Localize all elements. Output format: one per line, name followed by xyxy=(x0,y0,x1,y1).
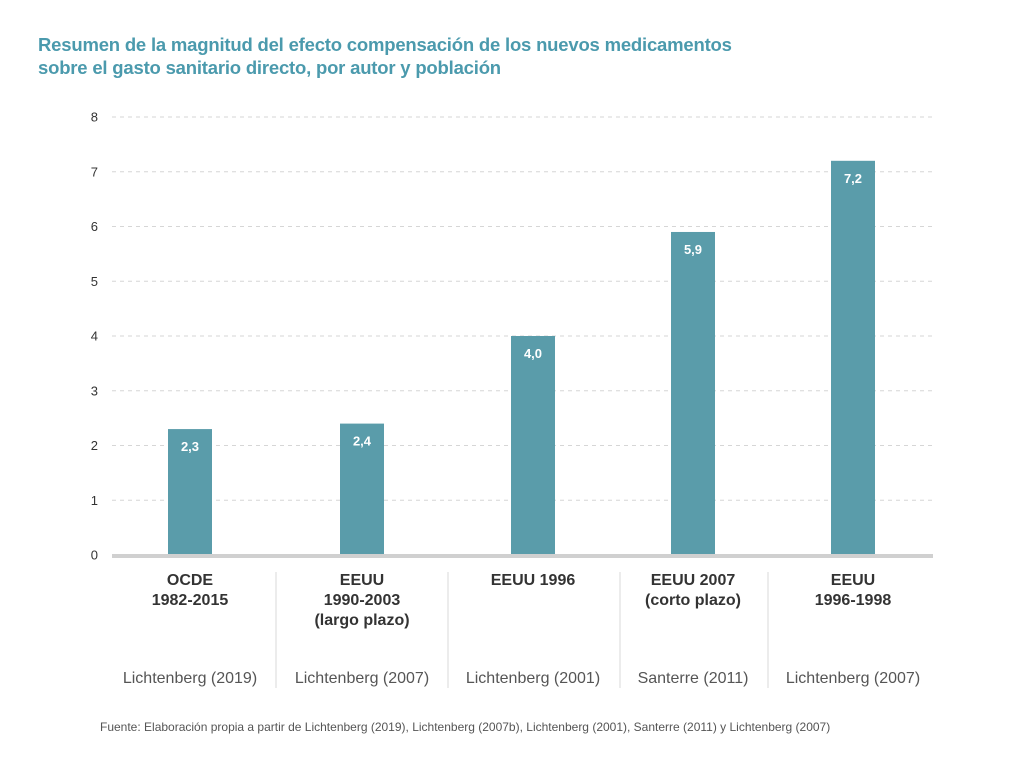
y-tick-label-5: 5 xyxy=(91,274,98,289)
bar-4 xyxy=(831,160,875,556)
x-category-label-0-line-0: OCDE xyxy=(167,572,214,589)
x-axis-line xyxy=(112,554,933,558)
x-category-label-1-line-1: 1990-2003 xyxy=(324,592,401,609)
bar-value-label-0: 2,3 xyxy=(181,439,199,454)
x-category-label-4-line-0: EEUU xyxy=(831,572,875,589)
y-tick-label-3: 3 xyxy=(91,383,98,398)
x-category-label-3-line-1: (corto plazo) xyxy=(645,592,741,609)
bar-3 xyxy=(671,231,715,555)
y-tick-label-6: 6 xyxy=(91,219,98,234)
y-tick-label-2: 2 xyxy=(91,438,98,453)
chart-title-line-1: Resumen de la magnitud del efecto compen… xyxy=(38,34,732,55)
x-category-author-4: Lichtenberg (2007) xyxy=(786,670,920,687)
source-note: Fuente: Elaboración propia a partir de L… xyxy=(100,720,831,734)
bar-2 xyxy=(511,336,555,555)
bar-value-label-1: 2,4 xyxy=(353,434,372,449)
x-category-author-3: Santerre (2011) xyxy=(638,670,749,687)
chart-title: Resumen de la magnitud del efecto compen… xyxy=(38,33,978,79)
x-category-label-1-line-0: EEUU xyxy=(340,572,384,589)
x-category-author-0: Lichtenberg (2019) xyxy=(123,670,257,687)
x-category-author-2: Lichtenberg (2001) xyxy=(466,670,600,687)
x-category-label-0-line-1: 1982-2015 xyxy=(152,592,229,609)
bar-0 xyxy=(168,429,212,555)
x-category-label-1-line-2: (largo plazo) xyxy=(314,612,409,629)
bar-1 xyxy=(340,423,384,555)
bar-value-label-4: 7,2 xyxy=(844,171,862,186)
x-category-author-1: Lichtenberg (2007) xyxy=(295,670,429,687)
bar-value-label-3: 5,9 xyxy=(684,242,702,257)
y-tick-label-4: 4 xyxy=(91,329,98,344)
chart-title-line-2: sobre el gasto sanitario directo, por au… xyxy=(38,57,501,78)
x-category-label-3-line-0: EEUU 2007 xyxy=(651,572,736,589)
y-tick-label-7: 7 xyxy=(91,164,98,179)
bar-value-label-2: 4,0 xyxy=(524,346,542,361)
x-category-label-4-line-1: 1996-1998 xyxy=(815,592,892,609)
y-tick-label-1: 1 xyxy=(91,493,98,508)
y-tick-label-8: 8 xyxy=(91,110,98,125)
y-tick-label-0: 0 xyxy=(91,548,98,563)
x-category-label-2-line-0: EEUU 1996 xyxy=(491,572,576,589)
